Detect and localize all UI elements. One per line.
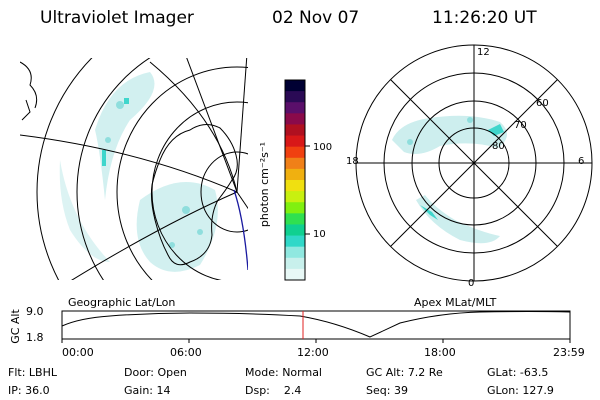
info-gc-alt: GC Alt: 7.2 Re (366, 366, 443, 379)
altitude-xtick-0600: 06:00 (170, 346, 202, 359)
colorbar-tick-10: 10 (313, 229, 326, 240)
altitude-ytick-9: 9.0 (26, 305, 44, 318)
colorbar-swatch (285, 102, 305, 114)
coastline (20, 61, 238, 266)
altitude-xtick-2359: 23:59 (553, 346, 585, 359)
lat-label-60: 60 (536, 98, 549, 109)
colorbar-swatch (285, 91, 305, 103)
polar-plot (355, 44, 593, 282)
apex-panel-label: Apex MLat/MLT (414, 296, 497, 309)
lat-label-80: 80 (492, 141, 505, 152)
altitude-ylabel: GC Alt (8, 309, 22, 344)
mlt-label-18: 18 (346, 156, 359, 167)
altitude-xtick-1200: 12:00 (297, 346, 329, 359)
info-ip: IP: 36.0 (8, 384, 50, 397)
colorbar-swatch (285, 268, 305, 281)
info-gain: Gain: 14 (124, 384, 171, 397)
colorbar-swatch (285, 235, 305, 248)
mlt-label-0: 0 (468, 278, 475, 289)
instrument-title: Ultraviolet Imager (40, 8, 194, 28)
altitude-ticks (61, 339, 571, 343)
colorbar-frame (284, 79, 306, 281)
colorbar-swatch (285, 124, 305, 137)
colorbar (285, 80, 310, 281)
colorbar-swatch (285, 80, 305, 92)
mlt-label-12: 12 (477, 47, 490, 58)
date-label: 02 Nov 07 (272, 8, 360, 28)
info-dsp: Dsp: 2.4 (245, 384, 302, 397)
lon-grid-left (20, 58, 248, 280)
info-seq: Seq: 39 (366, 384, 408, 397)
colorbar-swatch (285, 246, 305, 259)
geographic-panel-label: Geographic Lat/Lon (68, 296, 176, 309)
altitude-xtick-1800: 18:00 (424, 346, 456, 359)
colorbar-tick-100: 100 (313, 142, 333, 153)
lat-label-70: 70 (514, 120, 527, 131)
colorbar-swatch (285, 202, 305, 214)
colorbar-swatch (285, 157, 305, 170)
info-glat: GLat: -63.5 (487, 366, 549, 379)
colorbar-swatch (285, 224, 305, 237)
geographic-map (20, 58, 248, 280)
colorbar-label: photon cm⁻²s⁻¹ (258, 141, 272, 228)
colorbar-swatch (285, 113, 305, 125)
colorbar-swatch (285, 257, 305, 270)
aurora-emission-left (59, 72, 218, 272)
colorbar-swatch (285, 191, 305, 203)
altitude-plot (61, 310, 571, 343)
colorbar-swatch (285, 168, 305, 181)
altitude-frame (61, 310, 571, 340)
info-flt: Flt: LBHL (8, 366, 57, 379)
info-door: Door: Open (124, 366, 187, 379)
altitude-ytick-1-8: 1.8 (26, 331, 44, 344)
lat-grid-left (36, 58, 248, 280)
colorbar-swatch (285, 135, 305, 148)
altitude-curve (61, 311, 571, 338)
colorbar-swatch (285, 213, 305, 225)
satellite-track (233, 189, 248, 271)
info-glon: GLon: 127.9 (487, 384, 554, 397)
info-mode: Mode: Normal (245, 366, 322, 379)
polar-grid (355, 44, 593, 282)
time-label: 11:26:20 UT (432, 8, 537, 28)
colorbar-swatch (285, 180, 305, 192)
colorbar-swatch (285, 146, 305, 159)
mlt-label-6: 6 (578, 156, 585, 167)
altitude-xtick-0000: 00:00 (62, 346, 94, 359)
